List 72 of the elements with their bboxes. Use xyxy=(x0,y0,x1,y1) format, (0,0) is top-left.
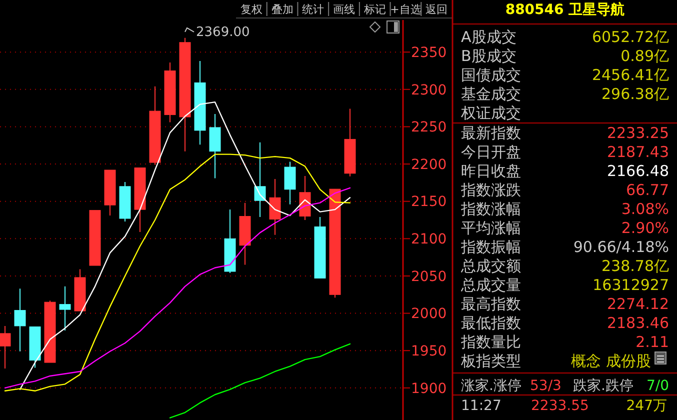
text: 指数涨幅 xyxy=(460,200,521,218)
y-tick-label: 2300 xyxy=(411,82,447,98)
text: 7/0 xyxy=(646,378,669,394)
text: 返回 xyxy=(426,3,448,16)
candlestick xyxy=(254,142,266,218)
text: 叠加 xyxy=(271,3,294,16)
y-tick-label: 2000 xyxy=(411,306,447,322)
text: 2.90% xyxy=(621,219,669,237)
y-tick-label: 2050 xyxy=(411,268,447,285)
text: 国债成交 xyxy=(461,66,521,84)
text: 66.77 xyxy=(626,181,669,199)
y-tick-label: 1900 xyxy=(411,380,447,397)
candlestick xyxy=(209,114,221,179)
candlestick xyxy=(284,161,296,205)
text: B股成交 xyxy=(461,47,516,65)
text: 标记 xyxy=(362,3,386,16)
candlestick xyxy=(59,286,71,331)
text: 90.66/4.18% xyxy=(573,238,669,256)
text: 16312927 xyxy=(592,276,669,294)
text: 11:27 xyxy=(461,398,502,414)
text: 2274.12 xyxy=(606,295,669,313)
annotation: 2369.00 xyxy=(196,24,250,40)
text: 53/3 xyxy=(530,378,562,394)
text: A股成交 xyxy=(461,28,516,46)
text: 跌家.跌停 xyxy=(573,378,634,394)
text: 2166.48 xyxy=(606,162,669,180)
text: 296.38亿 xyxy=(602,85,669,103)
text: 概念 成份股 xyxy=(571,352,651,370)
y-tick-label: 2200 xyxy=(411,156,447,173)
text: 最低指数 xyxy=(461,314,521,332)
text: 画线 xyxy=(333,3,355,16)
text: 6052.72亿 xyxy=(592,28,669,46)
text: 指数涨跌 xyxy=(460,181,521,199)
text: 指数量比 xyxy=(460,333,521,351)
text: 复权 xyxy=(240,3,262,16)
text: 2456.41亿 xyxy=(592,66,669,84)
candlestick xyxy=(14,288,26,352)
text: 指数振幅 xyxy=(460,238,521,256)
y-tick-label: 2250 xyxy=(411,120,447,136)
candlestick xyxy=(269,178,281,236)
y-tick-label: 1950 xyxy=(411,343,447,360)
text: 247万 xyxy=(626,398,667,414)
text: 最高指数 xyxy=(461,295,521,313)
text: 今日开盘 xyxy=(461,143,521,161)
y-tick-label: 2100 xyxy=(411,232,447,248)
line-series xyxy=(4,154,351,392)
text: 权证成交 xyxy=(460,104,521,122)
text: 涨家.涨停 xyxy=(461,378,522,394)
text: 2.11 xyxy=(636,333,669,351)
text: 昨日收盘 xyxy=(461,162,521,180)
text: 总成交额 xyxy=(460,257,521,275)
text: 2187.43 xyxy=(606,143,669,161)
y-tick-label: 2350 xyxy=(411,44,447,61)
text: 2233.25 xyxy=(606,124,669,142)
candlestick xyxy=(0,325,11,370)
line-series xyxy=(4,187,351,389)
line-series xyxy=(169,343,351,418)
text: 最新指数 xyxy=(461,124,521,142)
text: 3.08% xyxy=(621,200,669,218)
text: 2233.55 xyxy=(531,398,589,414)
line-series xyxy=(19,101,351,390)
text: 总成交量 xyxy=(460,276,521,294)
y-tick-label: 2150 xyxy=(411,194,447,210)
text: 0.89亿 xyxy=(620,47,669,65)
text: 基金成交 xyxy=(461,85,521,103)
text: 2183.46 xyxy=(606,314,669,332)
text: 238.78亿 xyxy=(602,257,669,275)
text: 统计 xyxy=(302,3,324,16)
text: +自选 xyxy=(390,3,422,16)
text: 平均涨幅 xyxy=(461,219,521,237)
text: 880546 卫星导航 xyxy=(505,1,625,18)
text: 板指类型 xyxy=(460,352,521,370)
